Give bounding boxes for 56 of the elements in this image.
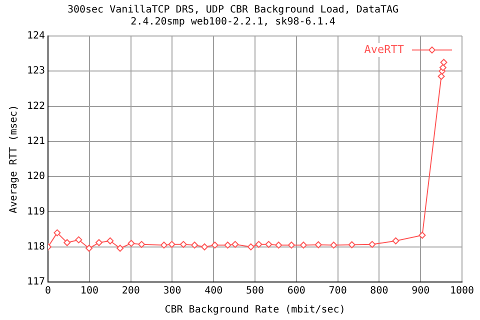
x-tick-label: 600 <box>287 286 306 297</box>
x-tick-label: 800 <box>370 286 388 297</box>
y-tick-label: 123 <box>27 66 46 77</box>
x-tick-label: 700 <box>328 286 347 297</box>
point <box>106 237 114 244</box>
y-axis-title: Average RTT (msec) <box>8 104 20 214</box>
point <box>54 229 61 236</box>
point <box>300 242 307 249</box>
point <box>440 58 448 66</box>
x-tick-label: 300 <box>163 286 182 297</box>
x-tick-label: 200 <box>122 286 140 297</box>
x-tick-label: 500 <box>246 286 264 297</box>
point <box>275 242 282 249</box>
point <box>265 240 272 248</box>
x-tick-label: 100 <box>80 286 98 297</box>
point <box>160 242 168 249</box>
point <box>255 240 262 248</box>
y-tick-label: 119 <box>27 206 46 218</box>
y-tick-label: 124 <box>27 30 46 42</box>
y-tick-label: 120 <box>27 171 46 182</box>
y-tick-label: 117 <box>27 276 46 288</box>
legend-label: AveRTT <box>364 42 404 56</box>
point <box>247 243 254 250</box>
point <box>438 72 445 80</box>
point <box>368 240 376 248</box>
x-axis-title: CBR Background Rate (mbit/sec) <box>164 304 346 316</box>
point <box>168 240 176 248</box>
y-tick-label: 118 <box>27 241 46 252</box>
point <box>314 241 322 248</box>
point <box>116 244 124 252</box>
chart-title: 300sec VanillaTCP DRS, UDP CBR Background Load, DataTAG <box>67 4 399 16</box>
x-tick-label: 400 <box>204 286 223 297</box>
point <box>95 239 102 246</box>
x-tick-label: 900 <box>412 286 430 297</box>
y-tick-label: 121 <box>27 136 46 148</box>
x-tick-label: 0 <box>45 286 52 297</box>
point <box>288 242 295 249</box>
point <box>191 242 198 249</box>
point <box>232 240 239 248</box>
point <box>418 232 426 239</box>
point <box>86 244 93 252</box>
point <box>64 239 71 246</box>
point <box>439 64 446 72</box>
point <box>392 237 400 244</box>
point <box>128 240 135 247</box>
point <box>330 242 338 249</box>
x-tick-label: 1000 <box>450 286 474 297</box>
point <box>138 240 146 248</box>
point <box>75 236 82 244</box>
y-tick-label: 122 <box>27 100 46 112</box>
point <box>211 242 218 249</box>
point <box>224 242 232 249</box>
chart-subtitle: 2.4.20smp web100-2.2.1, sk98-6.1.4 <box>130 16 336 28</box>
point <box>348 241 356 248</box>
point <box>180 240 187 248</box>
point <box>201 243 208 250</box>
